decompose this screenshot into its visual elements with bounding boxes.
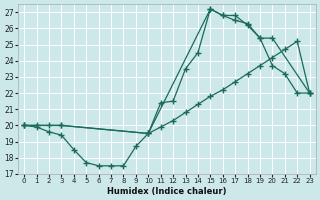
X-axis label: Humidex (Indice chaleur): Humidex (Indice chaleur) bbox=[107, 187, 227, 196]
